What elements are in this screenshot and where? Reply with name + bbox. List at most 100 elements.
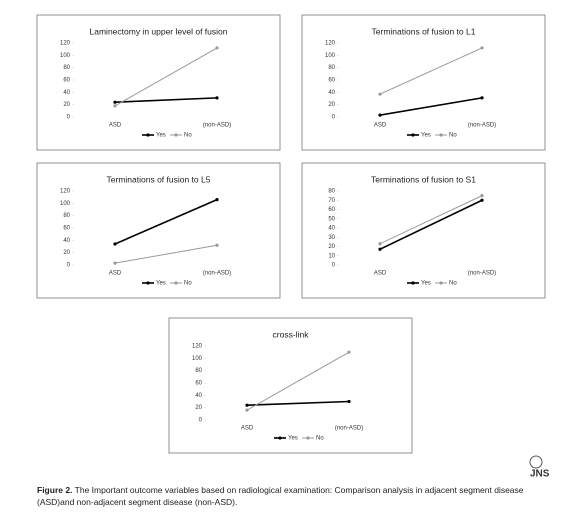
caption: Figure 2. The Important outcome variable… — [37, 484, 557, 508]
series-line — [246, 400, 350, 406]
x-tick-label: ASD — [374, 271, 387, 277]
point — [113, 242, 117, 246]
legend-label: Yes — [421, 133, 431, 139]
point — [480, 96, 484, 100]
point — [113, 100, 117, 104]
y-tick-label: 80 — [195, 368, 202, 374]
point — [215, 243, 219, 247]
legend-label: No — [316, 436, 324, 442]
y-tick-label: 80 — [328, 189, 335, 195]
y-tick-label: 0 — [67, 263, 71, 269]
chart: Terminations of fusion to L5 0 20 40 60 80 100… — [36, 162, 281, 299]
chart: Terminations of fusion to L1 0 20 40 60 80 100… — [301, 14, 546, 151]
series-line — [379, 195, 483, 245]
legend-marker — [146, 281, 150, 285]
y-tick-label: 120 — [192, 344, 203, 350]
y-tick-label: 0 — [332, 115, 336, 121]
chart-frame — [36, 14, 281, 151]
legend-marker — [411, 281, 415, 285]
y-tick-label: 80 — [63, 213, 70, 219]
chart-title: Terminations of fusion to S1 — [371, 174, 476, 184]
point — [215, 96, 219, 100]
x-tick-label: (non-ASD) — [203, 271, 231, 277]
legend-label: No — [184, 281, 192, 287]
y-tick-label: 40 — [63, 238, 70, 244]
y-tick-label: 100 — [192, 356, 203, 362]
legend-label: Yes — [421, 281, 431, 287]
y-tick-label: 40 — [328, 226, 335, 232]
y-tick-label: 40 — [63, 90, 70, 96]
y-tick-label: 80 — [63, 65, 70, 71]
x-tick-label: ASD — [109, 123, 122, 129]
legend-marker — [174, 133, 178, 137]
legend-marker — [439, 133, 443, 137]
series-line — [379, 97, 483, 116]
x-tick-label: ASD — [109, 271, 122, 277]
y-tick-label: 50 — [328, 216, 335, 222]
logo-text: JNS — [530, 469, 550, 480]
point — [113, 261, 117, 265]
chart: Laminectomy in upper level of fusion 0 20 4… — [36, 14, 281, 151]
legend-marker — [411, 133, 415, 137]
point — [347, 350, 351, 354]
point — [215, 46, 219, 50]
series-line — [114, 244, 218, 264]
y-tick-label: 120 — [325, 41, 336, 47]
point — [245, 403, 249, 407]
y-tick-label: 0 — [67, 115, 71, 121]
legend-marker — [439, 281, 443, 285]
y-tick-label: 20 — [328, 244, 335, 250]
point — [378, 242, 382, 246]
y-tick-label: 0 — [332, 263, 336, 269]
legend-label: Yes — [156, 133, 166, 139]
point — [378, 92, 382, 96]
y-tick-label: 120 — [60, 41, 71, 47]
point — [480, 198, 484, 202]
point — [215, 198, 219, 202]
series-line — [379, 47, 483, 95]
point — [480, 194, 484, 198]
legend-label: No — [449, 281, 457, 287]
logo: JNS — [529, 455, 550, 480]
y-tick-label: 40 — [195, 393, 202, 399]
legend-label: No — [184, 133, 192, 139]
y-tick-label: 60 — [328, 207, 335, 213]
chart-title: cross-link — [273, 329, 310, 339]
series-line — [114, 47, 218, 107]
x-tick-label: (non-ASD) — [335, 426, 363, 432]
y-tick-label: 120 — [60, 189, 71, 195]
legend-marker — [306, 436, 310, 440]
chart-title: Terminations of fusion to L1 — [372, 26, 476, 36]
legend-marker — [146, 133, 150, 137]
x-tick-label: ASD — [241, 426, 254, 432]
y-tick-label: 100 — [325, 53, 336, 59]
caption-text: The Important outcome variables based on… — [37, 485, 524, 507]
y-tick-label: 60 — [328, 78, 335, 84]
y-tick-label: 60 — [63, 226, 70, 232]
y-tick-label: 30 — [328, 235, 335, 241]
caption-label: Figure 2. — [37, 485, 73, 495]
chart: cross-link 0 20 40 60 80 100 120 ASD (non-ASD) Yes… — [168, 317, 413, 454]
chart-title: Terminations of fusion to L5 — [107, 174, 211, 184]
y-tick-label: 20 — [63, 102, 70, 108]
series-line — [114, 198, 218, 245]
point — [245, 408, 249, 412]
y-tick-label: 80 — [328, 65, 335, 71]
y-tick-label: 60 — [63, 78, 70, 84]
charts: JNS Laminectomy in upper level of fusion… — [36, 14, 550, 480]
point — [113, 104, 117, 108]
y-tick-label: 60 — [195, 381, 202, 387]
series-line — [114, 97, 218, 103]
point — [480, 46, 484, 50]
legend-label: Yes — [156, 281, 166, 287]
y-tick-label: 70 — [328, 198, 335, 204]
legend-label: Yes — [288, 436, 298, 442]
y-tick-label: 20 — [63, 250, 70, 256]
point — [347, 399, 351, 404]
chart-frame — [36, 162, 281, 299]
y-tick-label: 0 — [199, 418, 203, 424]
x-tick-label: ASD — [374, 123, 387, 129]
y-tick-label: 100 — [60, 201, 71, 207]
y-tick-label: 100 — [60, 53, 71, 59]
